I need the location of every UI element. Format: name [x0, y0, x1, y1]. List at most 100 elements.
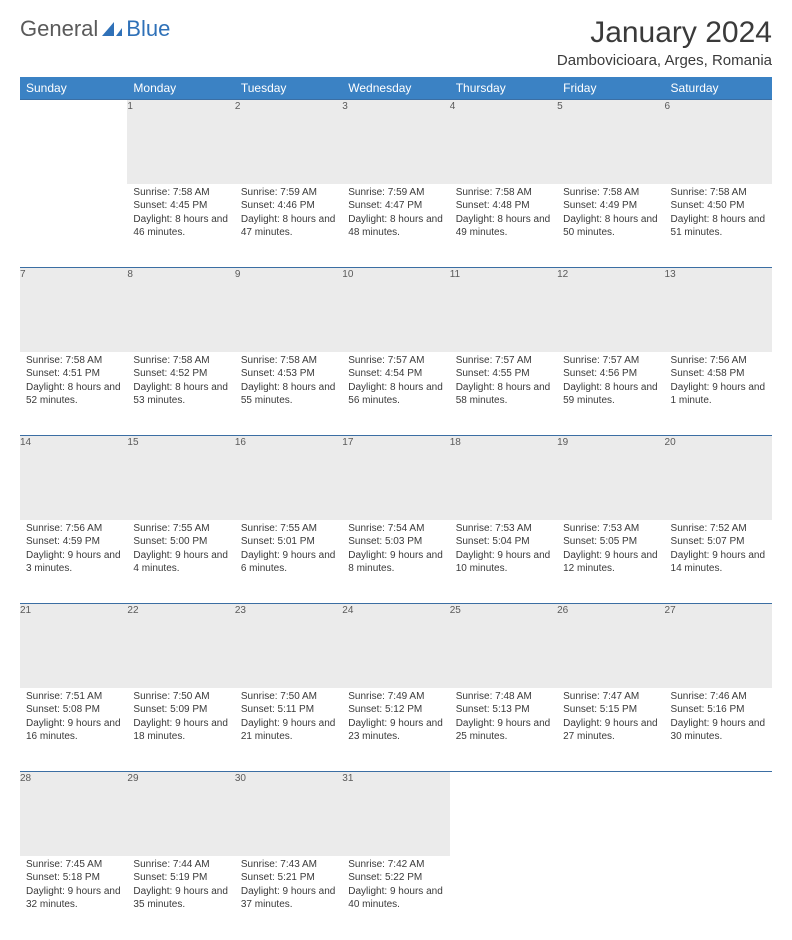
day-number-cell: 29	[127, 772, 234, 856]
day-details: Sunrise: 7:54 AMSunset: 5:03 PMDaylight:…	[342, 520, 449, 582]
sunset-text: Sunset: 4:59 PM	[26, 535, 121, 549]
day-details: Sunrise: 7:53 AMSunset: 5:04 PMDaylight:…	[450, 520, 557, 582]
sunrise-text: Sunrise: 7:48 AM	[456, 690, 551, 704]
day-number-cell: 24	[342, 604, 449, 688]
sunrise-text: Sunrise: 7:45 AM	[26, 858, 121, 872]
sunrise-text: Sunrise: 7:58 AM	[671, 186, 766, 200]
sunset-text: Sunset: 5:00 PM	[133, 535, 228, 549]
sunset-text: Sunset: 4:54 PM	[348, 367, 443, 381]
sunrise-text: Sunrise: 7:59 AM	[348, 186, 443, 200]
sunrise-text: Sunrise: 7:52 AM	[671, 522, 766, 536]
day-details-cell: Sunrise: 7:58 AMSunset: 4:50 PMDaylight:…	[665, 184, 772, 268]
sunset-text: Sunset: 4:51 PM	[26, 367, 121, 381]
day-details-cell: Sunrise: 7:58 AMSunset: 4:49 PMDaylight:…	[557, 184, 664, 268]
day-details-cell: Sunrise: 7:57 AMSunset: 4:55 PMDaylight:…	[450, 352, 557, 436]
daylight-text: Daylight: 8 hours and 52 minutes.	[26, 381, 121, 408]
day-details-cell: Sunrise: 7:51 AMSunset: 5:08 PMDaylight:…	[20, 688, 127, 772]
daylight-text: Daylight: 8 hours and 49 minutes.	[456, 213, 551, 240]
sunrise-text: Sunrise: 7:53 AM	[563, 522, 658, 536]
sunrise-text: Sunrise: 7:50 AM	[133, 690, 228, 704]
day-details-cell: Sunrise: 7:50 AMSunset: 5:11 PMDaylight:…	[235, 688, 342, 772]
day-number-cell: 18	[450, 436, 557, 520]
sunrise-text: Sunrise: 7:58 AM	[133, 186, 228, 200]
day-number-cell: 6	[665, 100, 772, 184]
sunset-text: Sunset: 5:16 PM	[671, 703, 766, 717]
calendar-table: Sunday Monday Tuesday Wednesday Thursday…	[20, 77, 772, 940]
sunrise-text: Sunrise: 7:43 AM	[241, 858, 336, 872]
day-details: Sunrise: 7:59 AMSunset: 4:47 PMDaylight:…	[342, 184, 449, 246]
daylight-text: Daylight: 9 hours and 30 minutes.	[671, 717, 766, 744]
sunrise-text: Sunrise: 7:59 AM	[241, 186, 336, 200]
day-number-cell: 2	[235, 100, 342, 184]
sunset-text: Sunset: 5:13 PM	[456, 703, 551, 717]
sunset-text: Sunset: 4:53 PM	[241, 367, 336, 381]
daylight-text: Daylight: 9 hours and 3 minutes.	[26, 549, 121, 576]
sunset-text: Sunset: 5:09 PM	[133, 703, 228, 717]
day-details: Sunrise: 7:57 AMSunset: 4:54 PMDaylight:…	[342, 352, 449, 414]
daylight-text: Daylight: 8 hours and 53 minutes.	[133, 381, 228, 408]
day-details: Sunrise: 7:48 AMSunset: 5:13 PMDaylight:…	[450, 688, 557, 750]
daylight-text: Daylight: 8 hours and 48 minutes.	[348, 213, 443, 240]
day-details: Sunrise: 7:56 AMSunset: 4:59 PMDaylight:…	[20, 520, 127, 582]
day-number-cell: 1	[127, 100, 234, 184]
day-number-cell: 13	[665, 268, 772, 352]
sunset-text: Sunset: 4:48 PM	[456, 199, 551, 213]
weekday-header: Monday	[127, 77, 234, 100]
sunset-text: Sunset: 5:12 PM	[348, 703, 443, 717]
sunset-text: Sunset: 4:55 PM	[456, 367, 551, 381]
day-number-cell: 20	[665, 436, 772, 520]
day-details-cell: Sunrise: 7:44 AMSunset: 5:19 PMDaylight:…	[127, 856, 234, 940]
daylight-text: Daylight: 9 hours and 37 minutes.	[241, 885, 336, 912]
day-number-cell: 10	[342, 268, 449, 352]
day-details: Sunrise: 7:49 AMSunset: 5:12 PMDaylight:…	[342, 688, 449, 750]
day-details-cell: Sunrise: 7:56 AMSunset: 4:59 PMDaylight:…	[20, 520, 127, 604]
weekday-header: Saturday	[665, 77, 772, 100]
sunset-text: Sunset: 5:08 PM	[26, 703, 121, 717]
day-details: Sunrise: 7:52 AMSunset: 5:07 PMDaylight:…	[665, 520, 772, 582]
day-number-cell: 15	[127, 436, 234, 520]
location-label: Dambovicioara, Arges, Romania	[557, 52, 772, 69]
day-number-cell: 16	[235, 436, 342, 520]
sunset-text: Sunset: 5:18 PM	[26, 871, 121, 885]
logo-text-1: General	[20, 16, 98, 42]
day-details-cell: Sunrise: 7:57 AMSunset: 4:56 PMDaylight:…	[557, 352, 664, 436]
day-details: Sunrise: 7:59 AMSunset: 4:46 PMDaylight:…	[235, 184, 342, 246]
day-number-row: 123456	[20, 100, 772, 184]
sunrise-text: Sunrise: 7:49 AM	[348, 690, 443, 704]
sunrise-text: Sunrise: 7:46 AM	[671, 690, 766, 704]
day-number-row: 28293031	[20, 772, 772, 856]
day-details-cell: Sunrise: 7:58 AMSunset: 4:53 PMDaylight:…	[235, 352, 342, 436]
sunset-text: Sunset: 5:03 PM	[348, 535, 443, 549]
sunset-text: Sunset: 5:21 PM	[241, 871, 336, 885]
title-block: January 2024 Dambovicioara, Arges, Roman…	[557, 16, 772, 69]
day-details: Sunrise: 7:53 AMSunset: 5:05 PMDaylight:…	[557, 520, 664, 582]
day-details-cell: Sunrise: 7:57 AMSunset: 4:54 PMDaylight:…	[342, 352, 449, 436]
day-number-cell	[665, 772, 772, 856]
day-number-cell: 5	[557, 100, 664, 184]
sunrise-text: Sunrise: 7:58 AM	[563, 186, 658, 200]
daylight-text: Daylight: 9 hours and 23 minutes.	[348, 717, 443, 744]
day-number-cell: 14	[20, 436, 127, 520]
daylight-text: Daylight: 8 hours and 55 minutes.	[241, 381, 336, 408]
daylight-text: Daylight: 9 hours and 25 minutes.	[456, 717, 551, 744]
day-number-cell: 9	[235, 268, 342, 352]
day-number-cell: 8	[127, 268, 234, 352]
sunset-text: Sunset: 4:52 PM	[133, 367, 228, 381]
daylight-text: Daylight: 9 hours and 18 minutes.	[133, 717, 228, 744]
day-details-cell: Sunrise: 7:58 AMSunset: 4:48 PMDaylight:…	[450, 184, 557, 268]
sunset-text: Sunset: 5:22 PM	[348, 871, 443, 885]
day-details: Sunrise: 7:44 AMSunset: 5:19 PMDaylight:…	[127, 856, 234, 918]
day-details-cell: Sunrise: 7:52 AMSunset: 5:07 PMDaylight:…	[665, 520, 772, 604]
daylight-text: Daylight: 9 hours and 4 minutes.	[133, 549, 228, 576]
daylight-text: Daylight: 8 hours and 47 minutes.	[241, 213, 336, 240]
logo: General Blue	[20, 16, 170, 42]
day-details-cell: Sunrise: 7:58 AMSunset: 4:45 PMDaylight:…	[127, 184, 234, 268]
day-details-cell: Sunrise: 7:59 AMSunset: 4:47 PMDaylight:…	[342, 184, 449, 268]
day-details-cell	[20, 184, 127, 268]
weekday-header: Sunday	[20, 77, 127, 100]
daylight-text: Daylight: 8 hours and 58 minutes.	[456, 381, 551, 408]
day-details-cell: Sunrise: 7:58 AMSunset: 4:51 PMDaylight:…	[20, 352, 127, 436]
daylight-text: Daylight: 9 hours and 16 minutes.	[26, 717, 121, 744]
daylight-text: Daylight: 9 hours and 32 minutes.	[26, 885, 121, 912]
day-details: Sunrise: 7:58 AMSunset: 4:53 PMDaylight:…	[235, 352, 342, 414]
